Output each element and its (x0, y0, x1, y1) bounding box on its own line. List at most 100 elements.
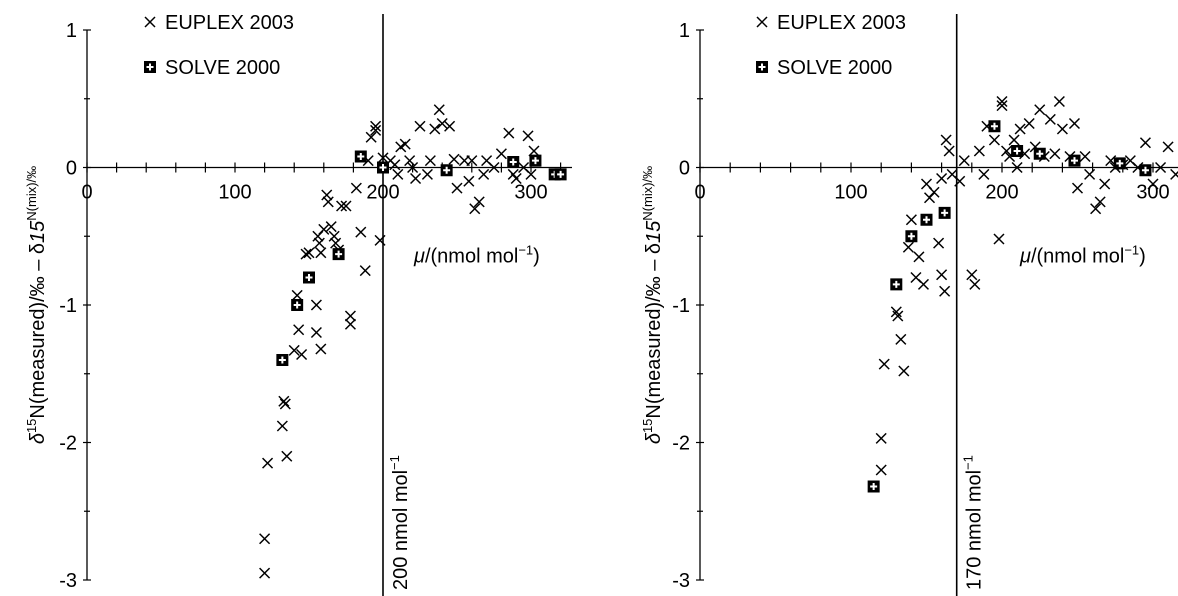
data-point-euplex (473, 196, 485, 208)
data-point-solve (554, 168, 567, 181)
data-point-euplex (288, 344, 300, 356)
data-point-euplex (448, 153, 460, 165)
threshold-label: 200 nmol mol−1 (387, 455, 412, 590)
data-point-euplex (350, 182, 362, 194)
data-point-solve (920, 213, 933, 226)
data-point-euplex (313, 237, 325, 249)
legend-label-euplex: EUPLEX 2003 (165, 12, 294, 34)
data-point-solve (354, 150, 367, 163)
data-point-solve (905, 230, 918, 243)
data-point-euplex (495, 148, 507, 160)
data-point-euplex (1155, 161, 1167, 174)
y-tick-label: 1 (679, 20, 690, 42)
y-tick-label: -1 (672, 295, 690, 317)
data-point-solve (291, 299, 304, 311)
x-tick-label: 100 (218, 182, 251, 204)
data-point-euplex (939, 285, 951, 297)
data-point-euplex (374, 234, 386, 246)
data-point-euplex (1049, 148, 1061, 160)
legend-marker-solve (144, 61, 156, 73)
data-point-euplex (1034, 104, 1046, 116)
data-point-euplex (315, 343, 327, 355)
data-point-euplex (414, 120, 426, 132)
legend-label-solve: SOLVE 2000 (165, 57, 280, 79)
legend-label-euplex: EUPLEX 2003 (777, 12, 906, 34)
data-point-euplex (278, 395, 290, 407)
data-point-euplex (892, 310, 904, 322)
data-point-euplex (993, 233, 1005, 245)
series-euplex-2003 (875, 95, 1178, 476)
data-point-euplex (1071, 182, 1084, 194)
data-point-euplex (355, 226, 367, 238)
data-point-euplex (325, 221, 337, 233)
data-point-euplex (321, 189, 333, 201)
data-point-euplex (469, 203, 481, 215)
data-point-solve (276, 354, 289, 366)
data-point-euplex (1139, 137, 1151, 149)
data-point-euplex (303, 247, 315, 259)
data-point-euplex (1014, 123, 1026, 135)
x-tick-label: 300 (1136, 182, 1169, 204)
data-point-euplex (389, 159, 401, 171)
data-point-euplex (996, 95, 1008, 108)
data-point-euplex (1094, 196, 1106, 208)
x-axis-label: μ/(nmol mol−1) (1019, 243, 1146, 268)
data-point-euplex (1053, 95, 1065, 108)
data-point-solve (1068, 154, 1081, 167)
data-point-solve (303, 271, 315, 284)
data-point-euplex (936, 269, 948, 281)
data-point-euplex (315, 247, 327, 259)
data-point-euplex (917, 278, 930, 290)
y-tick-label: -2 (672, 433, 690, 455)
legend-label-solve: SOLVE 2000 (777, 57, 892, 79)
data-point-solve (890, 278, 903, 291)
data-point-solve (1113, 157, 1126, 170)
legend: EUPLEX 2003 SOLVE 2000 (756, 12, 906, 79)
data-point-euplex (392, 168, 404, 180)
data-point-euplex (522, 130, 534, 142)
data-point-euplex (1090, 203, 1102, 215)
data-point-euplex (928, 186, 940, 198)
data-point-euplex (1044, 113, 1056, 125)
x-axis-label: μ/(nmol mol−1) (413, 243, 540, 268)
data-point-euplex (1084, 168, 1096, 180)
data-point-euplex (943, 145, 955, 157)
data-point-euplex (902, 241, 914, 253)
data-point-euplex (1068, 117, 1081, 130)
data-point-solve (938, 206, 951, 219)
data-point-euplex (1011, 161, 1023, 174)
data-point-euplex (336, 200, 348, 212)
data-point-euplex (958, 155, 970, 167)
data-point-euplex (966, 269, 978, 281)
data-point-euplex (969, 278, 981, 290)
data-point-euplex (1000, 145, 1013, 157)
data-point-euplex (259, 533, 271, 545)
data-point-euplex (1099, 178, 1111, 190)
data-point-euplex (1056, 123, 1068, 135)
data-point-euplex (895, 333, 907, 345)
data-point-euplex (377, 152, 389, 164)
legend: EUPLEX 2003 SOLVE 2000 (144, 12, 294, 79)
data-point-solve (1011, 145, 1024, 157)
data-point-euplex (262, 457, 274, 469)
y-axis-label: δ15N(measured)/‰ – δ15N(mix)/‰ (640, 166, 665, 444)
data-point-euplex (344, 310, 356, 322)
data-point-euplex (973, 145, 985, 157)
series-solve-2000 (867, 120, 1152, 493)
data-point-euplex (293, 324, 305, 336)
data-point-euplex (954, 175, 966, 187)
data-point-solve (867, 480, 880, 493)
data-point-euplex (279, 398, 291, 410)
data-point-euplex (344, 318, 356, 330)
data-point-euplex (875, 464, 887, 476)
y-tick-label: 0 (66, 158, 77, 180)
x-tick-label: 0 (81, 182, 92, 204)
data-point-euplex (940, 134, 952, 146)
data-point-euplex (444, 120, 456, 132)
data-point-euplex (436, 117, 448, 130)
x-tick-label: 100 (834, 182, 867, 204)
y-tick-label: -3 (672, 570, 690, 592)
y-tick-label: 0 (679, 158, 690, 180)
data-point-euplex (1170, 168, 1178, 180)
